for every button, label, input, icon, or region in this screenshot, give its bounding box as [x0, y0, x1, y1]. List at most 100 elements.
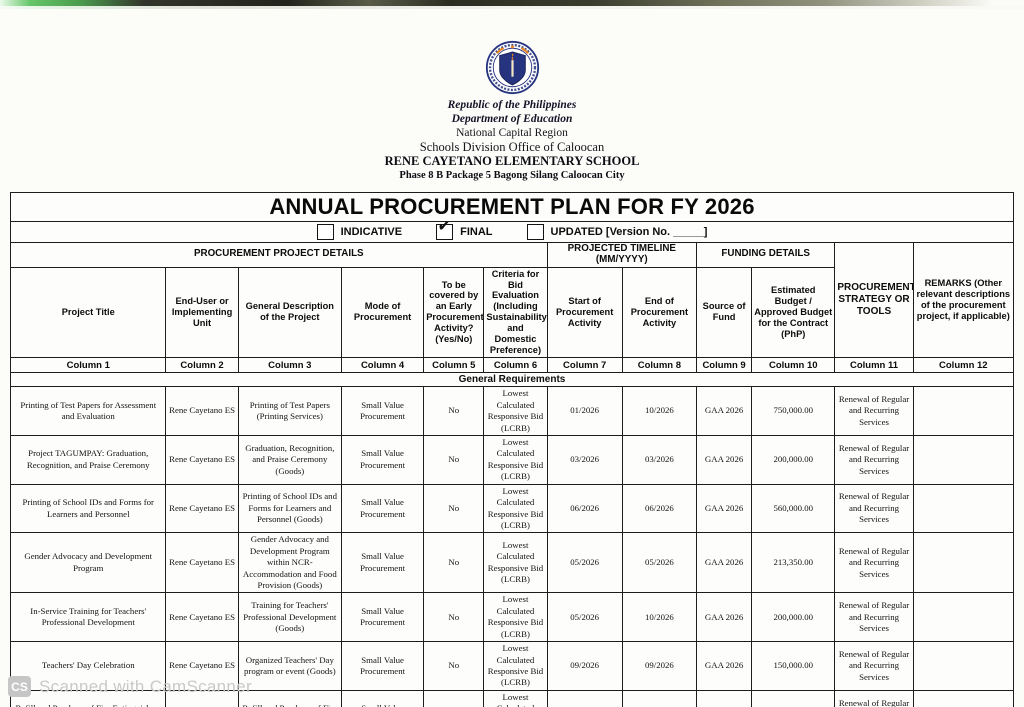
- table-cell: Gender Advocacy and Development Program …: [237, 532, 342, 594]
- table-cell: No: [423, 386, 485, 436]
- letterhead-school-name: RENE CAYETANO ELEMENTARY SCHOOL: [384, 154, 640, 168]
- table-cell: 06/2026: [546, 689, 623, 707]
- table-cell: Small Value Procurement: [340, 592, 425, 643]
- table-cell: Gender Advocacy and Development Program: [9, 532, 167, 594]
- table-cell: No: [423, 532, 485, 594]
- column-header-description: General Description of the Project: [237, 266, 342, 359]
- camscanner-watermark: CS Scanned with CamScanner: [8, 676, 252, 697]
- table-cell: Printing of School IDs and Forms for Lea…: [9, 483, 167, 534]
- table-row: Gender Advocacy and Development Program …: [9, 532, 1015, 594]
- table-cell: Renewal of Regular and Recurring Service…: [834, 532, 914, 594]
- table-cell: Small Value Procurement: [340, 532, 425, 594]
- column-number: Column 2: [165, 357, 239, 374]
- table-cell: GAA 2026: [695, 386, 753, 436]
- table-cell: [912, 483, 1015, 534]
- table-cell: GAA 2026: [695, 641, 753, 691]
- letterhead-address: Phase 8 B Package 5 Bagong Silang Calooc…: [399, 170, 625, 181]
- table-cell: Rene Cayetano ES: [165, 434, 239, 485]
- table-cell: Project TAGUMPAY: Graduation, Recognitio…: [9, 434, 167, 485]
- table-cell: Renewal of Regular and Recurring Service…: [834, 592, 914, 643]
- column-number: Column 10: [751, 357, 836, 374]
- column-header-project-title: Project Title: [9, 266, 167, 359]
- column-header-strategy: PROCUREMENT STRATEGY OR TOOLS: [834, 241, 914, 359]
- table-cell: 06/2026: [621, 483, 698, 534]
- table-cell: 10/2026: [621, 386, 698, 436]
- group-header-funding: FUNDING DETAILS: [695, 242, 836, 268]
- indicative-label: INDICATIVE: [340, 226, 403, 238]
- table-cell: Printing of School IDs and Forms for Lea…: [237, 483, 342, 534]
- column-number: Column 9: [695, 357, 753, 374]
- table-cell: 03/2026: [546, 434, 623, 485]
- table-cell: 100,000.00: [751, 689, 836, 707]
- status-updated: ✓ UPDATED [Version No. _____]: [526, 224, 708, 240]
- table-cell: 05/2026: [546, 592, 623, 643]
- table-cell: 09/2026: [621, 641, 698, 691]
- updated-checkbox: ✓: [526, 224, 544, 240]
- table-cell: Rene Cayetano ES: [165, 386, 239, 436]
- letterhead-republic: Republic of the Philippines: [447, 99, 577, 111]
- procurement-plan-table: ANNUAL PROCUREMENT PLAN FOR FY 2026 ✓ IN…: [9, 192, 1015, 707]
- table-cell: Small Value Procurement: [340, 689, 425, 707]
- table-row: Printing of Test Papers for Assessment a…: [9, 386, 1015, 436]
- table-row: Refill and Purchase of Fire Extinguisher…: [9, 689, 1015, 707]
- table-row: Teachers' Day Celebration Rene Cayetano …: [9, 641, 1015, 691]
- table-cell: 06/2026: [546, 483, 623, 534]
- table-cell: Printing of Test Papers (Printing Servic…: [237, 386, 342, 436]
- page-title: ANNUAL PROCUREMENT PLAN FOR FY 2026: [269, 194, 755, 219]
- table-cell: No: [423, 641, 485, 691]
- table-cell: Small Value Procurement: [340, 641, 425, 691]
- table-cell: Small Value Procurement: [340, 483, 425, 534]
- table-cell: 750,000.00: [751, 386, 836, 436]
- table-cell: Lowest Calculated Responsive Bid (LCRB): [483, 592, 548, 643]
- column-number: Column 6: [483, 357, 548, 374]
- table-cell: Renewal of Regular and Recurring Service…: [834, 434, 914, 485]
- column-header-early-pa: To be covered by an Early Procurement Ac…: [423, 266, 485, 359]
- table-cell: Refill and Purchase of Fire Extinguisher…: [9, 689, 167, 707]
- column-number: Column 1: [9, 357, 167, 374]
- table-cell: Rene Cayetano ES: [165, 532, 239, 594]
- updated-label: UPDATED [Version No. _____]: [550, 226, 708, 238]
- scanner-edge-artifact: [0, 0, 1024, 6]
- camscanner-text: Scanned with CamScanner: [39, 676, 252, 696]
- column-header-end-user: End-User or Implementing Unit: [165, 266, 239, 359]
- table-cell: No: [423, 483, 485, 534]
- table-cell: 560,000.00: [751, 483, 836, 534]
- column-header-fund-source: Source of Fund: [695, 266, 753, 359]
- table-cell: Training for Teachers' Professional Deve…: [237, 592, 342, 643]
- table-cell: Organized Teachers' Day program or event…: [237, 641, 342, 691]
- column-header-mode: Mode of Procurement: [340, 266, 425, 359]
- table-cell: GAA 2026: [695, 532, 753, 594]
- table-cell: Renewal of Regular and Recurring Service…: [834, 689, 914, 707]
- table-cell: 150,000.00: [751, 641, 836, 691]
- section-label: General Requirements: [10, 372, 1014, 388]
- status-final: ✓ FINAL: [435, 221, 493, 240]
- table-cell: GAA 2026: [695, 483, 753, 534]
- letterhead-division: Schools Division Office of Caloocan: [419, 140, 605, 154]
- column-number: Column 7: [546, 357, 623, 374]
- final-checkbox: ✓: [435, 221, 455, 240]
- column-header-start: Start of Procurement Activity: [546, 266, 623, 359]
- table-cell: Renewal of Regular and Recurring Service…: [834, 483, 914, 534]
- column-header-budget: Estimated Budget / Approved Budget for t…: [751, 266, 836, 359]
- column-number: Column 12: [912, 357, 1015, 374]
- column-header-remarks: REMARKS (Other relevant descriptions of …: [912, 241, 1015, 359]
- table-cell: [912, 592, 1015, 643]
- table-cell: No: [423, 592, 485, 643]
- group-header-project-details: PROCUREMENT PROJECT DETAILS: [10, 242, 548, 268]
- table-cell: Rene Cayetano ES: [165, 592, 239, 643]
- table-cell: In-Service Training for Teachers' Profes…: [9, 592, 167, 643]
- check-mark: ✓: [435, 221, 455, 237]
- table-cell: Teachers' Day Celebration: [9, 641, 167, 691]
- table-cell: Small Value Procurement: [340, 434, 425, 485]
- table-cell: Small Value Procurement: [340, 386, 425, 436]
- table-cell: 03/2026: [621, 434, 698, 485]
- letterhead: Republic of the Philippines Department o…: [0, 40, 1024, 183]
- table-cell: Lowest Calculated Responsive Bid (LCRB): [483, 386, 548, 436]
- table-cell: [912, 532, 1015, 594]
- column-number: Column 5: [423, 357, 485, 374]
- table-cell: GAA 2026: [695, 689, 753, 707]
- column-number: Column 3: [237, 357, 342, 374]
- table-cell: 05/2026: [621, 532, 698, 594]
- table-cell: 200,000.00: [751, 592, 836, 643]
